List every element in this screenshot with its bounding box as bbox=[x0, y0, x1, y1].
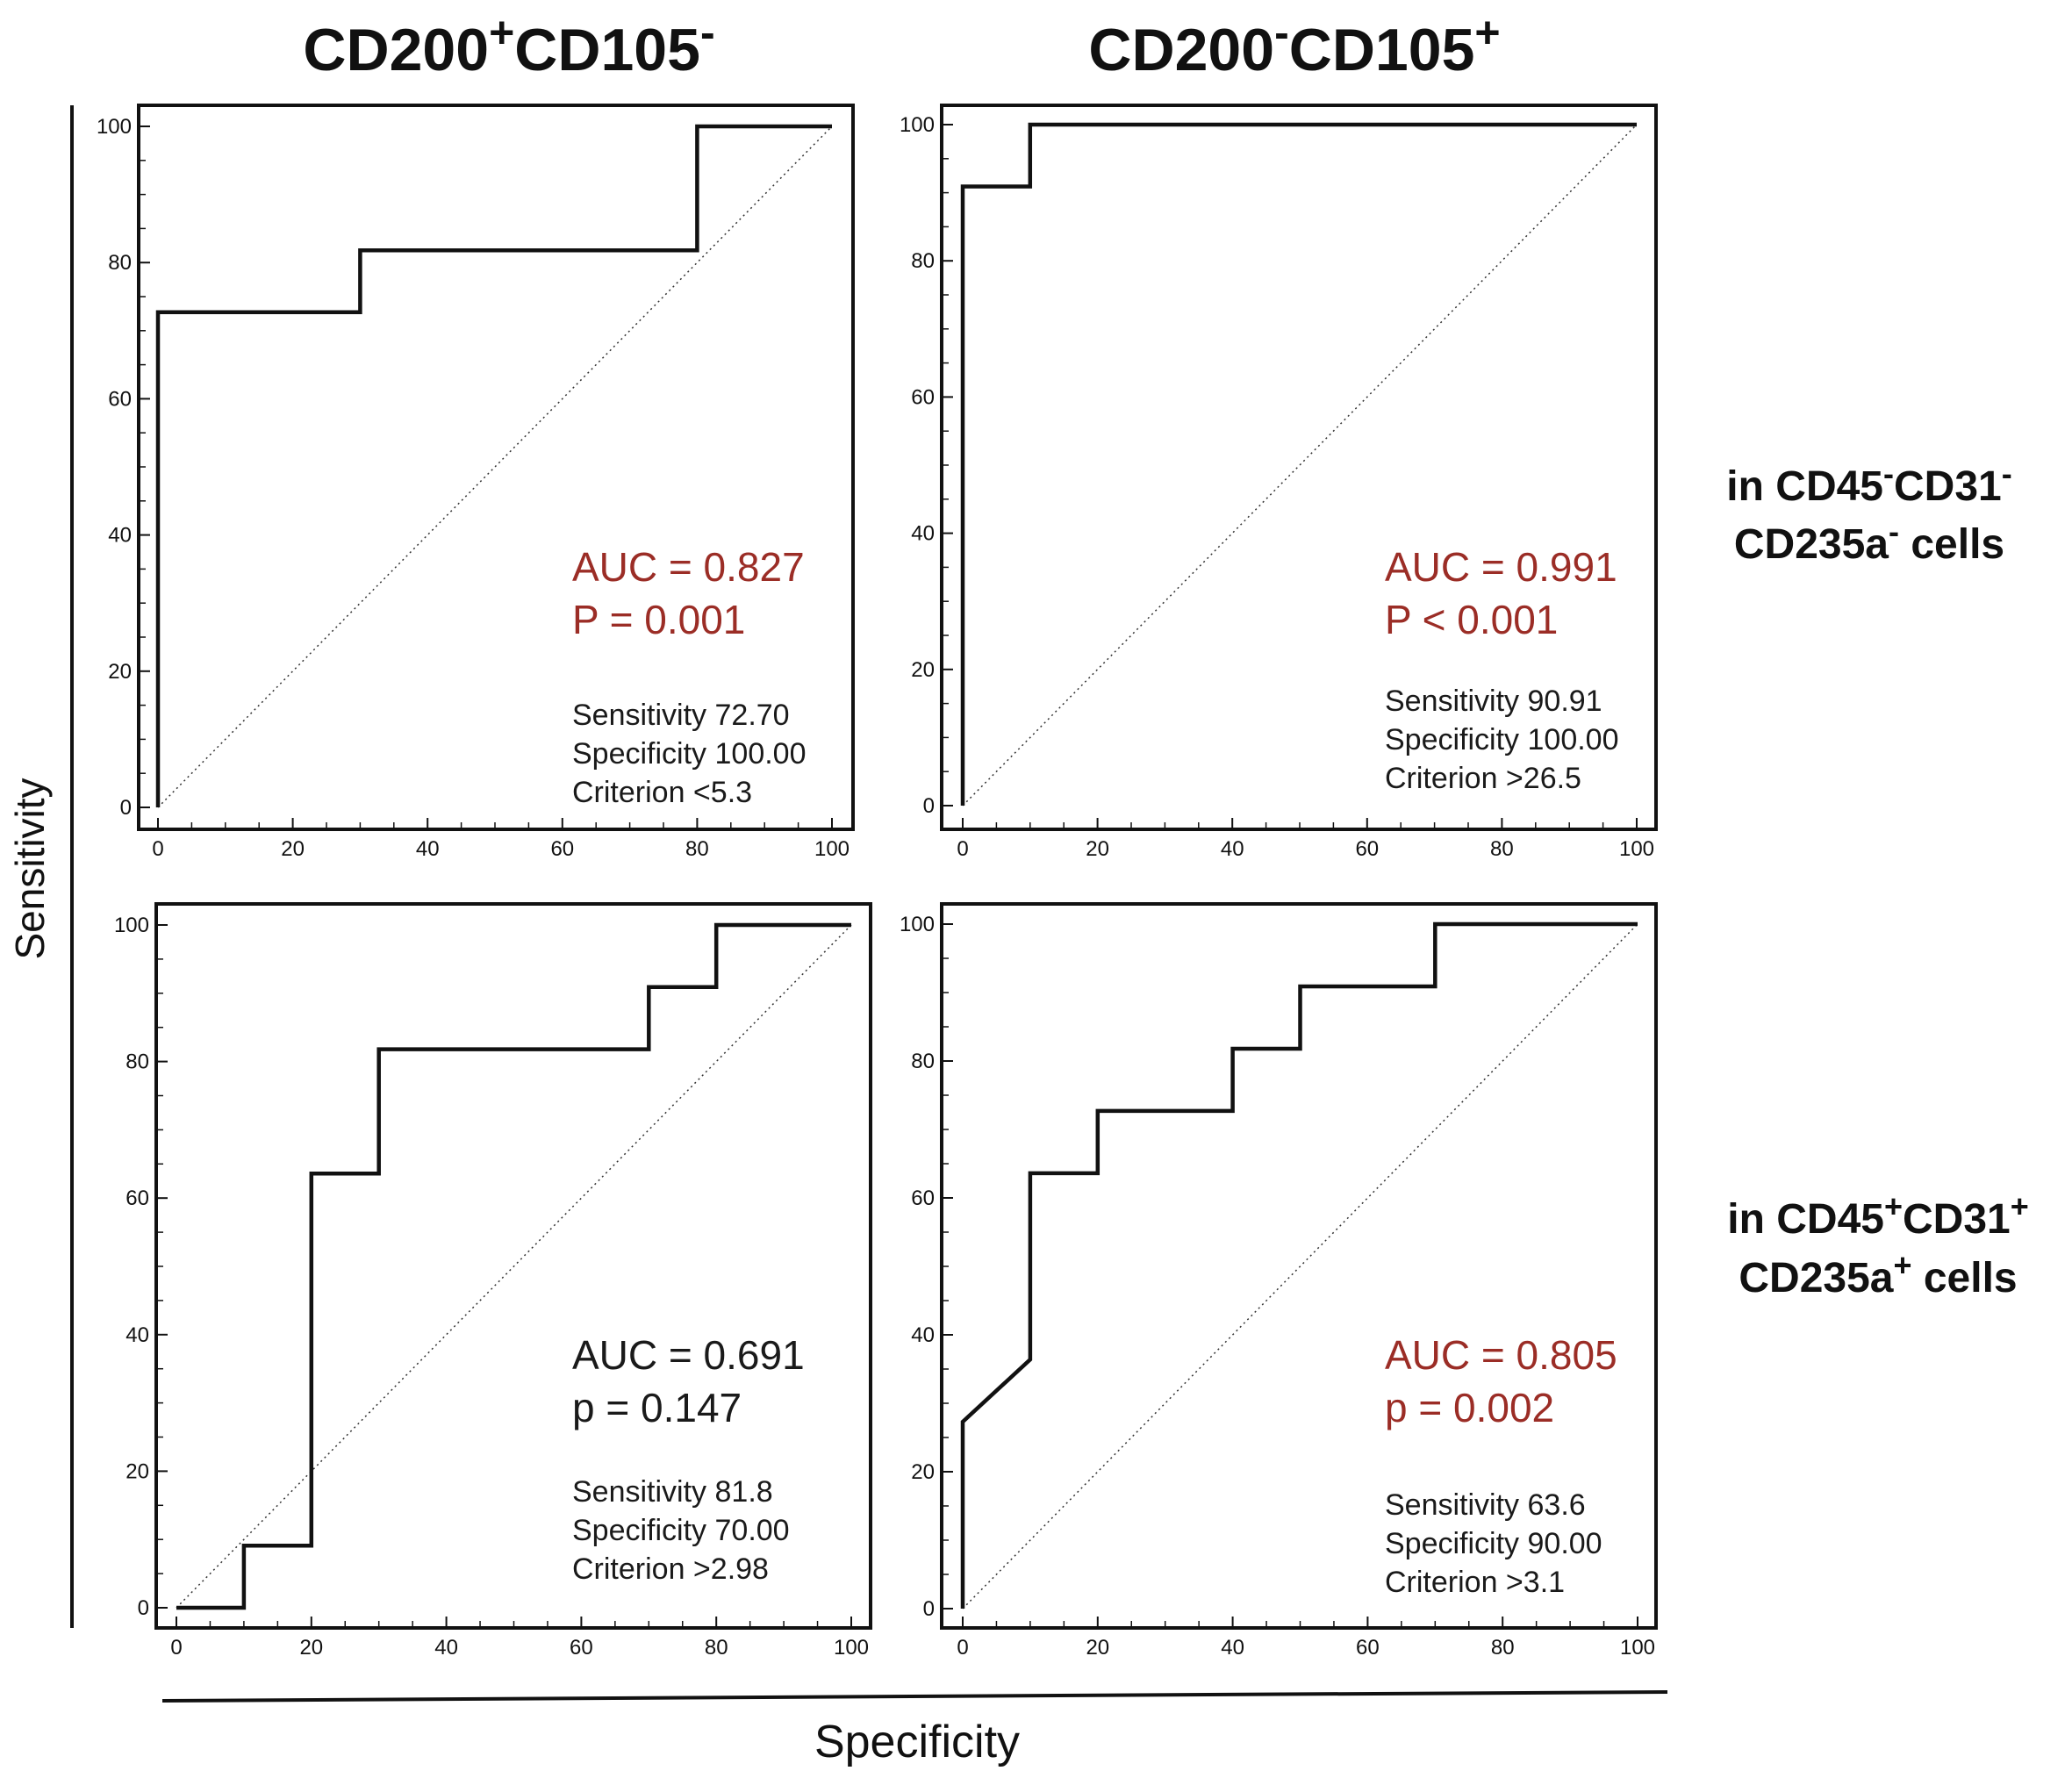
y-tick-label: 40 bbox=[911, 1323, 935, 1347]
x-tick-label: 20 bbox=[299, 1636, 323, 1660]
y-tick-label: 80 bbox=[125, 1050, 149, 1074]
y-tick-label: 80 bbox=[911, 249, 935, 273]
roc-curve bbox=[176, 922, 851, 1610]
stat-line: Sensitivity 63.6 bbox=[1385, 1488, 1586, 1522]
roc-curve bbox=[155, 124, 832, 807]
x-tick-label: 80 bbox=[685, 837, 709, 861]
stat-line: Specificity 100.00 bbox=[572, 737, 807, 771]
y-tick-label: 40 bbox=[108, 524, 132, 548]
y-tick-label: 20 bbox=[911, 658, 935, 682]
x-axis-label: Specificity bbox=[814, 1717, 1020, 1767]
y-tick-label: 20 bbox=[911, 1460, 935, 1484]
x-tick-label: 100 bbox=[1620, 1636, 1655, 1660]
x-tick-label: 0 bbox=[152, 837, 163, 861]
x-tick-label: 20 bbox=[281, 837, 305, 861]
y-tick-label: 100 bbox=[114, 914, 149, 937]
p-value-label: P < 0.001 bbox=[1385, 597, 1558, 642]
stat-line: Criterion >2.98 bbox=[572, 1552, 769, 1586]
auc-label: AUC = 0.827 bbox=[572, 544, 805, 590]
stat-line: Criterion >26.5 bbox=[1385, 762, 1581, 795]
col-title-1: CD200+CD105- bbox=[303, 8, 714, 83]
y-tick-label: 0 bbox=[120, 796, 132, 820]
auc-label: AUC = 0.991 bbox=[1385, 544, 1617, 590]
y-tick-label: 80 bbox=[108, 251, 132, 275]
panel-top-left: 0 20 40 60 80 100 0 20 40 60 80 100 AUC = 0.827 P = 0… bbox=[97, 104, 855, 861]
col-title-2: CD200-CD105+ bbox=[1088, 8, 1500, 83]
stat-line: Sensitivity 90.91 bbox=[1385, 685, 1602, 718]
reference-diagonal bbox=[962, 124, 1638, 807]
x-tick-label: 20 bbox=[1086, 837, 1109, 861]
x-tick-label: 80 bbox=[1491, 1636, 1515, 1660]
p-value-label: p = 0.147 bbox=[572, 1385, 742, 1430]
y-axis-label: Sensitivity bbox=[7, 778, 53, 959]
p-value-label: P = 0.001 bbox=[572, 597, 745, 642]
y-tick-label: 20 bbox=[125, 1459, 149, 1483]
y-tick-label: 60 bbox=[911, 385, 935, 409]
x-tick-label: 60 bbox=[1355, 837, 1379, 861]
x-axis-bracket-line bbox=[161, 1690, 1668, 1703]
panel-bottom-left: 0 20 40 60 80 100 0 20 40 60 80 100 AUC = 0.691 p = 0… bbox=[114, 902, 872, 1660]
stat-line: Criterion >3.1 bbox=[1385, 1566, 1565, 1599]
reference-diagonal bbox=[962, 923, 1638, 1610]
x-tick-label: 60 bbox=[570, 1636, 593, 1660]
y-tick-label: 80 bbox=[911, 1050, 935, 1073]
y-tick-label: 60 bbox=[108, 387, 132, 411]
stat-line: Sensitivity 81.8 bbox=[572, 1475, 773, 1509]
x-tick-label: 60 bbox=[550, 837, 574, 861]
x-tick-label: 100 bbox=[1619, 837, 1654, 861]
y-tick-label: 40 bbox=[911, 522, 935, 546]
roc-curve bbox=[960, 921, 1638, 1609]
plot-frame bbox=[940, 104, 1658, 831]
auc-label: AUC = 0.691 bbox=[572, 1332, 805, 1378]
row-label-1-line2: CD235a- cells bbox=[1734, 513, 2004, 568]
p-value-label: p = 0.002 bbox=[1385, 1385, 1554, 1430]
reference-diagonal bbox=[157, 125, 833, 808]
y-tick-label: 0 bbox=[923, 794, 935, 818]
x-tick-label: 0 bbox=[957, 837, 968, 861]
row-label-2-line1: in CD45+CD31+ bbox=[1727, 1188, 2029, 1243]
row-label-1-line1: in CD45-CD31- bbox=[1726, 455, 2011, 510]
auc-label: AUC = 0.805 bbox=[1385, 1332, 1617, 1378]
reference-diagonal bbox=[176, 924, 852, 1609]
x-tick-label: 0 bbox=[957, 1636, 968, 1660]
x-tick-label: 40 bbox=[434, 1636, 458, 1660]
y-tick-label: 20 bbox=[108, 660, 132, 684]
stat-line: Sensitivity 72.70 bbox=[572, 699, 790, 732]
y-tick-label: 0 bbox=[923, 1597, 935, 1621]
y-tick-label: 60 bbox=[911, 1187, 935, 1210]
y-tick-label: 60 bbox=[125, 1187, 149, 1210]
x-tick-label: 40 bbox=[416, 837, 440, 861]
stat-line: Specificity 90.00 bbox=[1385, 1527, 1602, 1560]
y-tick-label: 100 bbox=[97, 115, 132, 139]
stat-line: Criterion <5.3 bbox=[572, 776, 752, 809]
y-tick-label: 0 bbox=[138, 1596, 149, 1620]
x-tick-label: 80 bbox=[1490, 837, 1514, 861]
x-tick-label: 100 bbox=[814, 837, 850, 861]
y-tick-label: 40 bbox=[125, 1323, 149, 1347]
x-tick-label: 100 bbox=[834, 1636, 869, 1660]
x-tick-label: 0 bbox=[170, 1636, 182, 1660]
x-tick-label: 40 bbox=[1221, 837, 1244, 861]
stat-line: Specificity 70.00 bbox=[572, 1514, 790, 1547]
y-tick-label: 100 bbox=[900, 913, 935, 936]
panel-top-right: 0 20 40 60 80 100 0 20 40 60 80 100 AUC = 0.991 P < 0… bbox=[900, 104, 1658, 861]
stat-line: Specificity 100.00 bbox=[1385, 723, 1619, 756]
y-tick-label: 100 bbox=[900, 113, 935, 137]
roc-curve bbox=[960, 122, 1637, 806]
x-tick-label: 40 bbox=[1221, 1636, 1244, 1660]
x-tick-label: 80 bbox=[705, 1636, 728, 1660]
panel-bottom-right: 0 20 40 60 80 100 0 20 40 60 80 100 AUC = 0.805 p = 0… bbox=[900, 902, 1658, 1660]
x-tick-label: 20 bbox=[1086, 1636, 1109, 1660]
row-label-2-line2: CD235a+ cells bbox=[1739, 1247, 2017, 1301]
x-tick-label: 60 bbox=[1356, 1636, 1380, 1660]
